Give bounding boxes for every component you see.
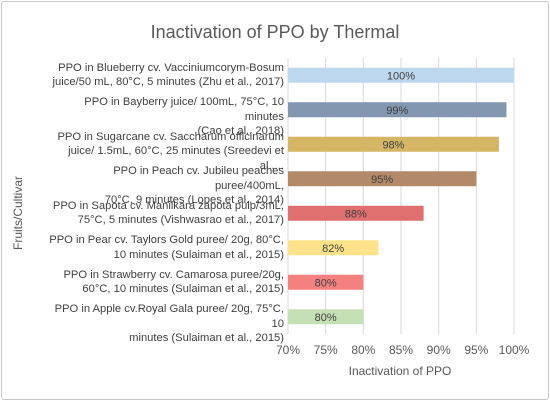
category-label-line: PPO in Peach cv. Jubileu peaches puree/4… [113, 165, 284, 192]
bar-data-label: 82% [322, 243, 344, 255]
bar [288, 309, 364, 325]
category-label-line: 75°C, 5 minutes (Vishwasrao et al., 2017… [77, 214, 284, 227]
bar [288, 102, 507, 118]
x-axis-ticks: 70% 75% 80% 85% 90% 95% 100% [276, 343, 530, 357]
bar [288, 205, 424, 221]
category-label-line: PPO in Pear cv. Taylors Gold puree/ 20g,… [49, 234, 284, 247]
category-label-line: juice/50 mL, 80°C, 5 minutes (Zhu et al.… [52, 76, 284, 89]
x-tick-label: 100% [499, 343, 530, 357]
x-tick-label: 70% [276, 343, 300, 357]
category-label: PPO in Peach cv. Jubileu peaches puree/4… [44, 164, 284, 208]
bar-data-label: 100% [387, 70, 415, 82]
bar [288, 171, 477, 187]
gridlines [287, 58, 515, 334]
category-label-line: minutes (Sulaiman et al., 2015) [129, 332, 284, 345]
bar [288, 240, 379, 256]
category-label-line: 10 minutes (Sulaiman et al., 2015) [113, 248, 284, 261]
x-tick-label: 85% [389, 343, 413, 357]
bar-data-label: 80% [315, 277, 337, 289]
x-tick-label: 75% [314, 343, 338, 357]
category-label: PPO in Sugarcane cv. Saccharum officinar… [44, 130, 284, 174]
bar-data-label: 98% [382, 139, 404, 151]
category-label-line: 60°C, 10 minutes (Sulaiman et al., 2015) [82, 283, 284, 296]
bar-data-label: 80% [315, 312, 337, 324]
category-label-line: PPO in Bayberry juice/ 100mL, 75°C, 10 m… [84, 96, 284, 123]
x-tick-label: 90% [427, 343, 451, 357]
bar-data-label: 88% [345, 208, 367, 220]
category-label: PPO in Apple cv.Royal Gala puree/ 20g, 7… [44, 302, 284, 346]
x-tick-label: 80% [351, 343, 375, 357]
category-label: PPO in Sapota cv. Manilkara zapota pulp/… [44, 199, 284, 228]
category-label: PPO in Strawberry cv. Camarosa puree/20g… [44, 268, 284, 297]
category-label-line: PPO in Sugarcane cv. Saccharum officinar… [57, 130, 284, 143]
category-label: PPO in Pear cv. Taylors Gold puree/ 20g,… [44, 233, 284, 262]
category-label-line: juice/ 1.5mL, 60°C, 25 minutes (Sreedevi… [68, 145, 284, 172]
x-axis-label: Inactivation of PPO [349, 364, 452, 378]
category-label-line: (Cao et al., 2018) [197, 125, 284, 138]
y-axis-label: Fruits/Cultivar [11, 176, 25, 250]
category-label: PPO in Bayberry juice/ 100mL, 75°C, 10 m… [44, 95, 284, 139]
category-label-line: PPO in Blueberry cv. Vacciniumcorym-Bosu… [58, 61, 284, 74]
bar-data-label: 99% [386, 105, 408, 117]
bar [288, 274, 364, 290]
chart-title: Inactivation of PPO by Thermal [151, 22, 400, 42]
category-label-line: PPO in Apple cv.Royal Gala puree/ 20g, 7… [54, 303, 284, 330]
category-label-line: PPO in Strawberry cv. Camarosa puree/20g… [63, 268, 284, 281]
bar [288, 136, 499, 152]
bar [288, 67, 514, 83]
bars: 100% 99% 98% 95% 88% 82% 80% 80% [288, 67, 514, 325]
bar-data-label: 95% [371, 174, 393, 186]
category-label-line: PPO in Sapota cv. Manilkara zapota pulp/… [52, 199, 284, 212]
x-tick-label: 95% [464, 343, 488, 357]
category-label: PPO in Blueberry cv. Vacciniumcorym-Bosu… [44, 61, 284, 90]
category-label-line: 70°C, 9 minutes (Lopes et al., 2014) [104, 194, 284, 207]
